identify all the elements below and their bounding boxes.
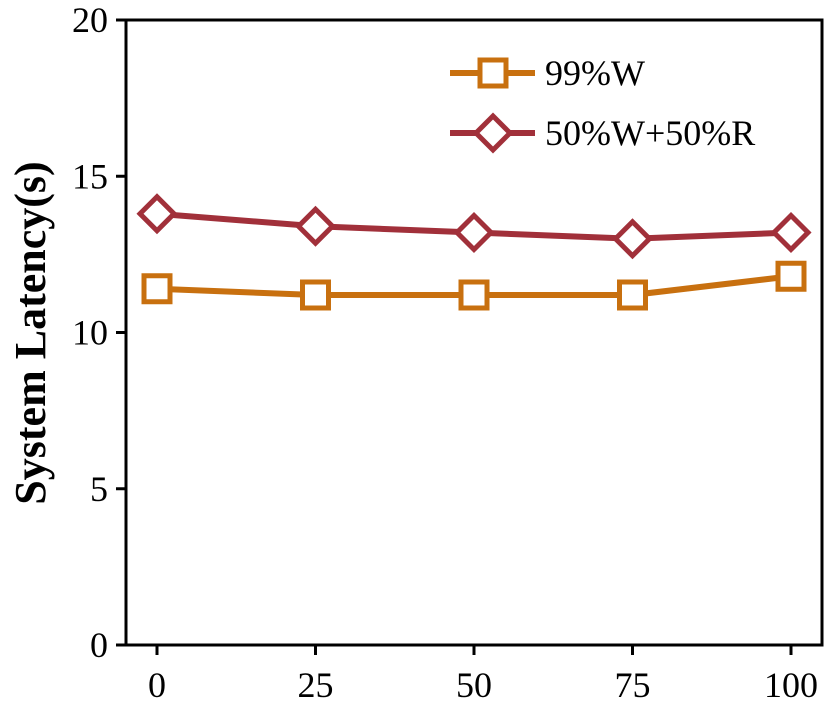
data-point: [136, 193, 178, 235]
series-50w-50r: [136, 193, 812, 260]
y-axis-title: System Latency(s): [6, 161, 55, 504]
legend-marker: [472, 112, 514, 154]
x-axis: 0 25 50 75 100: [148, 645, 818, 705]
x-tick-label: 50: [456, 665, 492, 705]
legend-label: 99%W: [545, 53, 645, 93]
data-point: [453, 211, 495, 254]
y-tick-label: 15: [72, 156, 108, 196]
x-tick-label: 0: [148, 665, 166, 705]
y-tick-label: 20: [72, 0, 108, 40]
data-point: [458, 279, 490, 311]
legend-entry: 99%W: [450, 53, 645, 93]
data-point: [294, 205, 337, 247]
x-tick-label: 25: [298, 665, 334, 705]
legend: 99%W 50%W+50%R: [450, 53, 755, 154]
data-point: [611, 218, 654, 260]
x-tick-label: 75: [615, 665, 651, 705]
data-point: [770, 211, 812, 254]
legend-marker: [477, 57, 509, 89]
y-axis: 0 5 10 15 20: [72, 0, 126, 665]
legend-entry: 50%W+50%R: [450, 112, 755, 154]
y-tick-label: 5: [90, 469, 108, 509]
data-point: [617, 279, 648, 311]
y-tick-label: 10: [72, 313, 108, 353]
y-tick-label: 0: [90, 625, 108, 665]
x-tick-label: 100: [764, 665, 818, 705]
data-point: [775, 260, 807, 292]
series-layer: [136, 193, 812, 311]
data-point: [141, 273, 173, 305]
series-99w: [141, 260, 807, 311]
legend-label: 50%W+50%R: [545, 113, 755, 153]
data-point: [300, 279, 331, 311]
